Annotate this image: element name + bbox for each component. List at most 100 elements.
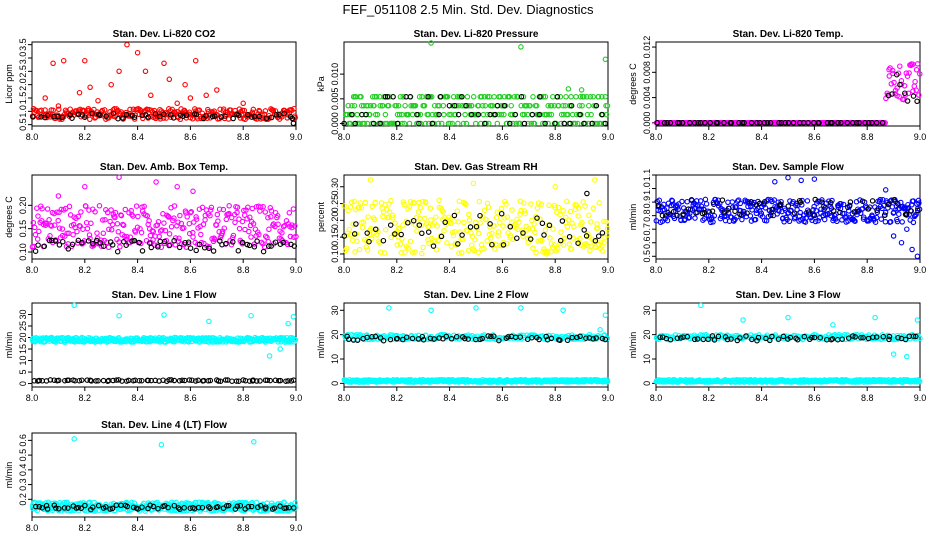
data-point <box>254 238 260 244</box>
data-point <box>513 221 519 228</box>
data-point <box>530 94 536 100</box>
data-point <box>655 202 662 209</box>
x-tick-label: 8.2 <box>391 265 404 275</box>
data-point <box>161 312 167 318</box>
data-point <box>437 94 444 100</box>
data-point <box>463 201 469 208</box>
data-point <box>510 120 516 127</box>
data-point <box>116 68 122 75</box>
x-tick-label: 8.2 <box>703 132 716 142</box>
data-point <box>285 378 291 384</box>
data-point <box>241 107 248 114</box>
data-point <box>180 113 186 119</box>
data-point <box>567 120 573 127</box>
data-point <box>599 335 606 342</box>
data-point <box>563 94 569 100</box>
plot-frame <box>655 41 921 127</box>
data-point <box>256 107 262 114</box>
data-point <box>397 94 404 100</box>
data-point <box>455 120 461 127</box>
x-tick-label: 8.0 <box>26 132 39 142</box>
data-point <box>865 120 872 126</box>
data-point <box>475 111 482 118</box>
data-point <box>422 120 429 127</box>
data-point <box>575 240 581 246</box>
data-point <box>778 120 785 126</box>
data-point <box>414 111 420 118</box>
data-point <box>367 177 374 183</box>
data-point <box>139 504 145 510</box>
data-point <box>50 60 56 67</box>
data-point <box>64 499 70 506</box>
data-point <box>354 238 360 245</box>
x-tick-label: 8.2 <box>79 393 92 403</box>
data-point <box>811 176 818 182</box>
data-point <box>357 200 364 206</box>
data-point <box>262 233 269 239</box>
data-point <box>362 199 369 206</box>
y-tick-label: 0.5 <box>642 250 652 263</box>
data-point <box>350 221 356 227</box>
data-point <box>387 222 394 228</box>
data-point <box>741 120 747 126</box>
x-tick-label: 8.4 <box>755 132 768 142</box>
data-point <box>491 94 497 100</box>
y-tick-label: 0 <box>18 381 28 386</box>
data-point <box>36 228 42 235</box>
data-point <box>228 214 235 221</box>
data-point <box>114 221 121 227</box>
data-point <box>390 215 396 221</box>
series-black <box>31 377 297 384</box>
data-point <box>417 111 424 118</box>
data-point <box>797 199 804 206</box>
data-point <box>757 200 763 207</box>
data-point <box>205 378 212 384</box>
data-point <box>428 94 435 100</box>
y-tick-label: 0 <box>330 381 340 386</box>
data-point <box>367 102 374 109</box>
x-tick-label: 8.6 <box>184 393 197 403</box>
data-point <box>590 205 597 212</box>
data-point <box>258 502 264 509</box>
data-point <box>56 505 62 512</box>
data-point <box>577 111 583 118</box>
data-point <box>397 241 404 247</box>
data-point <box>289 115 296 122</box>
data-point <box>593 335 599 341</box>
data-point <box>536 111 543 118</box>
data-point <box>838 201 844 207</box>
data-point <box>776 120 782 126</box>
data-point <box>356 205 362 211</box>
data-point <box>484 111 491 118</box>
data-point <box>910 88 916 94</box>
data-point <box>120 115 126 121</box>
data-point <box>250 221 257 227</box>
data-point <box>514 235 520 241</box>
data-point <box>115 115 121 122</box>
data-point <box>897 81 903 88</box>
data-point <box>529 226 536 232</box>
data-point <box>518 305 524 311</box>
data-point <box>578 87 585 93</box>
data-point <box>187 95 194 101</box>
x-tick-label: 8.8 <box>861 265 874 275</box>
data-point <box>236 112 242 119</box>
data-point <box>485 204 492 211</box>
series-black <box>30 110 297 127</box>
data-point <box>110 110 117 117</box>
data-point <box>421 215 428 222</box>
data-point <box>483 216 489 223</box>
data-point <box>225 502 232 509</box>
data-point <box>260 203 266 210</box>
data-point <box>59 226 66 232</box>
data-point <box>360 219 367 225</box>
data-point <box>782 120 788 126</box>
data-point <box>353 221 359 227</box>
data-point <box>106 226 112 233</box>
data-point <box>291 105 297 112</box>
data-point <box>533 102 540 109</box>
x-tick-label: 8.8 <box>549 132 562 142</box>
data-point <box>50 107 56 114</box>
data-point <box>32 231 39 238</box>
data-point <box>484 94 491 100</box>
